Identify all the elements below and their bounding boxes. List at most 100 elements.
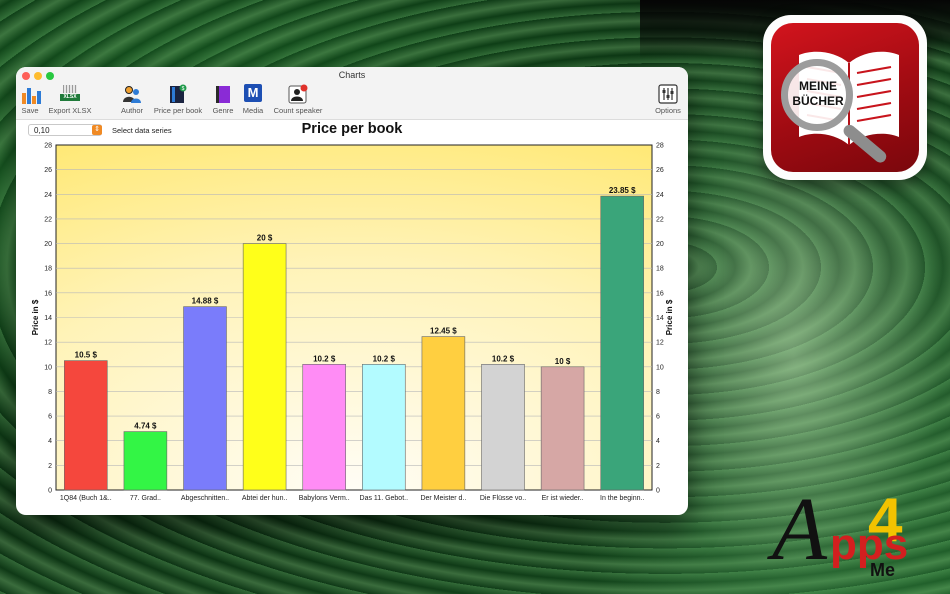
x-tick-label: Die Flüsse vo..: [480, 495, 526, 502]
people-icon: [122, 84, 142, 104]
meine-buecher-app-icon: MEINE BÜCHER: [763, 15, 927, 180]
y-tick-label-right: 20: [656, 241, 664, 248]
y-tick-label-left: 8: [48, 389, 52, 396]
y-tick-label-left: 0: [48, 488, 52, 495]
apps4me-logo: 4 A pps Me: [768, 480, 940, 586]
bar[interactable]: [481, 364, 525, 491]
bar[interactable]: [123, 431, 168, 491]
spreadsheet-icon: XLSX: [60, 84, 80, 104]
price-per-book-button[interactable]: $ Price per book: [150, 84, 206, 115]
x-tick-label: Er ist wieder..: [542, 495, 584, 502]
bar-value-label: 10.2 $: [313, 354, 336, 363]
y-tick-label-right: 14: [656, 315, 664, 322]
media-glyph: M: [244, 84, 262, 102]
bar[interactable]: [600, 195, 644, 491]
x-tick-label: Abgeschnitten..: [181, 495, 229, 502]
y-tick-label-left: 22: [44, 216, 52, 223]
window-title: Charts: [338, 70, 366, 80]
chart-controls: 0,10 ⇕ Select data series: [28, 122, 676, 138]
x-tick-label: In the beginn..: [600, 495, 644, 502]
minimize-window-button[interactable]: [34, 72, 42, 80]
x-tick-label: Das 11. Gebot..: [360, 495, 409, 502]
y-tick-label-right: 16: [656, 290, 664, 297]
options-label: Options: [655, 106, 681, 115]
y-tick-label-right: 26: [656, 167, 664, 174]
save-label: Save: [21, 106, 39, 115]
logo-letter-a: A: [772, 480, 827, 579]
zoom-window-button[interactable]: [46, 72, 54, 80]
genre-book-icon: [213, 84, 233, 104]
y-tick-label-right: 28: [656, 143, 664, 150]
y-tick-label-right: 2: [656, 463, 660, 470]
y-tick-label-left: 2: [48, 463, 52, 470]
bar-value-label: 12.45 $: [430, 327, 457, 336]
chart-title: Price per book: [301, 121, 403, 137]
select-data-series-label[interactable]: Select data series: [112, 126, 172, 135]
logo-pps: pps: [830, 520, 909, 569]
count-speaker-button[interactable]: Count speaker: [272, 84, 324, 115]
book-price-icon: $: [168, 84, 188, 104]
app-icon-line2: BÜCHER: [792, 94, 844, 108]
media-label: Media: [242, 106, 264, 115]
bar[interactable]: [64, 360, 108, 491]
media-button[interactable]: M Media: [240, 84, 266, 115]
x-tick-label: Babylons Verm..: [299, 495, 350, 502]
y-tick-label-left: 20: [44, 241, 52, 248]
x-tick-label: 77. Grad..: [130, 495, 161, 502]
y-tick-label-right: 22: [656, 216, 664, 223]
bar-value-label: 10.2 $: [492, 354, 515, 363]
save-button[interactable]: Save: [18, 84, 42, 115]
y-axis-title-right: Price in $: [665, 299, 674, 335]
x-tick-label: Abtei der hun..: [242, 495, 288, 502]
app-icon-line1: MEINE: [798, 79, 837, 93]
y-tick-label-right: 4: [656, 438, 660, 445]
author-label: Author: [120, 106, 144, 115]
y-tick-label-right: 6: [656, 414, 660, 421]
bar-value-label: 10.5 $: [75, 351, 98, 360]
xlsx-badge: XLSX: [60, 94, 80, 101]
x-tick-label: Der Meister d..: [420, 495, 466, 502]
y-tick-label-left: 6: [48, 414, 52, 421]
speaker-count-icon: [288, 84, 308, 104]
genre-button[interactable]: Genre: [210, 84, 236, 115]
export-label: Export XLSX: [48, 106, 92, 115]
y-tick-label-left: 24: [44, 192, 52, 199]
y-tick-label-left: 12: [44, 340, 52, 347]
bar[interactable]: [540, 366, 585, 491]
bar[interactable]: [362, 364, 406, 491]
bar[interactable]: [302, 364, 346, 491]
y-tick-label-right: 0: [656, 488, 660, 495]
author-button[interactable]: Author: [118, 84, 146, 115]
y-tick-label-left: 26: [44, 167, 52, 174]
export-xlsx-button[interactable]: XLSX Export XLSX: [46, 84, 94, 115]
y-tick-label-left: 14: [44, 315, 52, 322]
y-tick-label-right: 18: [656, 266, 664, 273]
bar-value-label: 23.85 $: [609, 186, 636, 195]
window-toolbar: Charts Save XLSX Export XLSX: [16, 67, 688, 120]
y-tick-label-right: 12: [656, 340, 664, 347]
app-icon-text: MEINE BÜCHER: [787, 79, 849, 109]
bar-value-label: 14.88 $: [192, 297, 219, 306]
bar[interactable]: [183, 306, 227, 491]
stepper-arrows-icon[interactable]: ⇕: [92, 125, 102, 135]
bar-value-label: 4.74 $: [134, 422, 157, 431]
y-axis-title-left: Price in $: [31, 299, 40, 335]
bar-chart-icon: [20, 84, 41, 104]
options-button[interactable]: Options: [652, 84, 684, 115]
bar-chart: 10.5 $ 1Q84 (Buch 1&.. 4.74 $ 77. Grad.. 14.…: [31, 143, 674, 503]
x-tick-label: 1Q84 (Buch 1&..: [60, 495, 112, 502]
bar-value-label: 20 $: [257, 234, 273, 243]
charts-window: Charts Save XLSX Export XLSX: [16, 67, 688, 515]
bar[interactable]: [242, 243, 287, 491]
close-window-button[interactable]: [22, 72, 30, 80]
sliders-icon: [658, 84, 678, 104]
bar[interactable]: [421, 336, 466, 491]
svg-text:$: $: [182, 86, 185, 92]
y-tick-label-right: 8: [656, 389, 660, 396]
media-icon: M: [243, 84, 263, 104]
y-tick-label-right: 24: [656, 192, 664, 199]
count-speaker-label: Count speaker: [273, 106, 323, 115]
magnifier-icon: [781, 59, 853, 131]
y-tick-label-left: 18: [44, 266, 52, 273]
y-tick-label-left: 10: [44, 364, 52, 371]
